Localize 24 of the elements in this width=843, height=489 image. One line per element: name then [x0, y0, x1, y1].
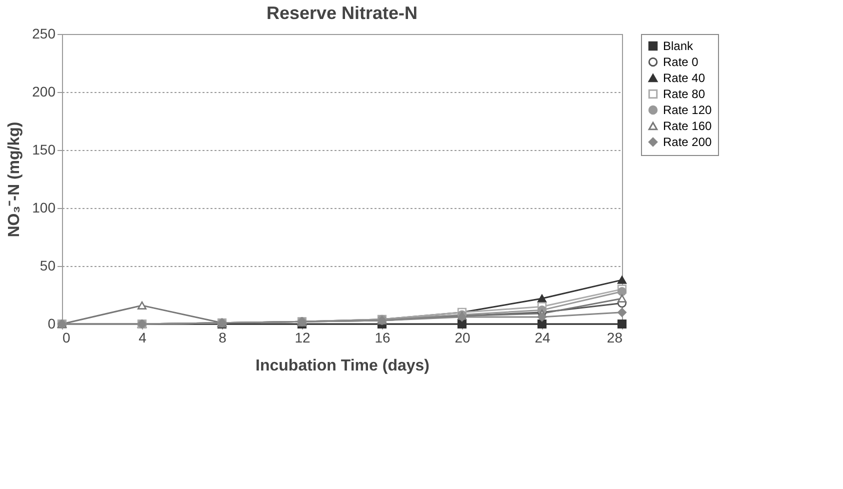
- y-tick-label: 100: [32, 200, 56, 216]
- x-tick-label: 12: [294, 330, 310, 346]
- legend-label: Blank: [663, 39, 694, 53]
- y-tick-label: 150: [32, 142, 56, 158]
- legend-label: Rate 80: [663, 87, 706, 101]
- x-tick-label: 20: [454, 330, 470, 346]
- x-tick-label: 16: [374, 330, 390, 346]
- x-axis-title: Incubation Time (days): [256, 358, 430, 374]
- x-tick-label: 24: [534, 330, 550, 346]
- x-tick-label: 8: [218, 330, 227, 346]
- y-axis-title: NO₃⁻-N (mg/kg): [6, 122, 24, 238]
- x-tick-label: 28: [606, 330, 623, 346]
- y-tick-label: 0: [48, 316, 56, 332]
- legend-label: Rate 40: [663, 71, 706, 85]
- y-tick-label: 250: [32, 26, 56, 42]
- y-tick-label: 50: [40, 258, 56, 274]
- legend-label: Rate 160: [663, 119, 712, 133]
- y-tick-label: 200: [32, 84, 56, 100]
- x-tick-label: 4: [138, 330, 147, 346]
- legend-label: Rate 200: [663, 135, 712, 149]
- x-tick-label: 0: [62, 330, 70, 346]
- chart-title: Reserve Nitrate-N: [266, 3, 418, 23]
- legend-label: Rate 120: [663, 103, 712, 117]
- legend-label: Rate 0: [663, 55, 699, 69]
